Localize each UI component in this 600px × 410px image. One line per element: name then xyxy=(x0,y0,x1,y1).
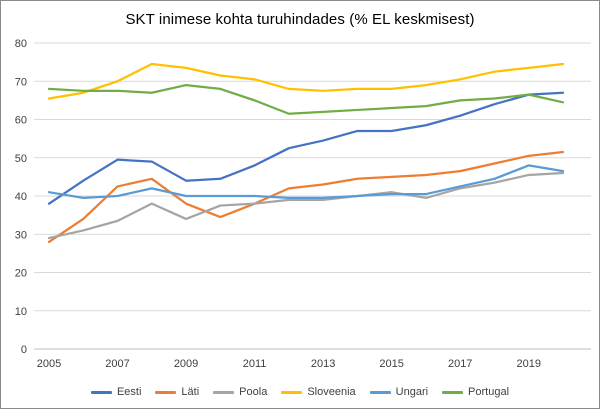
x-tick-label: 2015 xyxy=(379,358,403,370)
legend-swatch xyxy=(213,390,235,394)
y-tick-label: 40 xyxy=(15,191,27,203)
legend-swatch xyxy=(369,390,391,394)
legend-swatch xyxy=(281,390,303,394)
x-tick-label: 2007 xyxy=(105,358,129,370)
y-tick-label: 60 xyxy=(15,115,27,127)
legend-item-sloveenia: Sloveenia xyxy=(281,386,356,398)
legend-item-ungari: Ungari xyxy=(369,386,429,398)
legend-swatch xyxy=(90,390,112,394)
legend-label: Sloveenia xyxy=(307,386,356,398)
legend-swatch xyxy=(442,390,464,394)
legend-label: Eesti xyxy=(116,386,142,398)
x-tick-label: 2013 xyxy=(311,358,335,370)
legend-label: Poola xyxy=(239,386,268,398)
x-tick-label: 2011 xyxy=(243,358,267,370)
y-tick-label: 20 xyxy=(15,268,27,280)
legend-item-eesti: Eesti xyxy=(90,386,142,398)
x-tick-label: 2017 xyxy=(448,358,472,370)
y-tick-label: 80 xyxy=(15,38,27,50)
y-tick-label: 50 xyxy=(15,153,27,165)
y-tick-label: 0 xyxy=(21,344,27,356)
x-tick-label: 2009 xyxy=(174,358,198,370)
legend-item-läti: Läti xyxy=(155,386,199,398)
series-line-portugal xyxy=(47,83,565,115)
legend-swatch xyxy=(155,390,177,394)
legend-label: Ungari xyxy=(395,386,429,398)
series-line-eesti xyxy=(47,91,565,205)
legend-item-portugal: Portugal xyxy=(442,386,509,398)
y-tick-label: 70 xyxy=(15,76,27,88)
series-line-läti xyxy=(47,150,565,244)
x-tick-label: 2019 xyxy=(516,358,540,370)
legend-label: Läti xyxy=(181,386,200,398)
series-line-ungari xyxy=(47,164,565,200)
legend-label: Portugal xyxy=(468,386,510,398)
y-tick-label: 30 xyxy=(15,229,27,241)
legend: Eesti Läti Poola Sloveenia Ungari Portugal xyxy=(1,386,599,398)
series-line-sloveenia xyxy=(47,62,565,100)
x-tick-label: 2005 xyxy=(37,358,61,370)
legend-item-poola: Poola xyxy=(213,386,267,398)
y-tick-label: 10 xyxy=(15,306,27,318)
chart-title: SKT inimese kohta turuhindades (% EL kes… xyxy=(125,11,475,28)
series-line-poola xyxy=(47,171,565,240)
